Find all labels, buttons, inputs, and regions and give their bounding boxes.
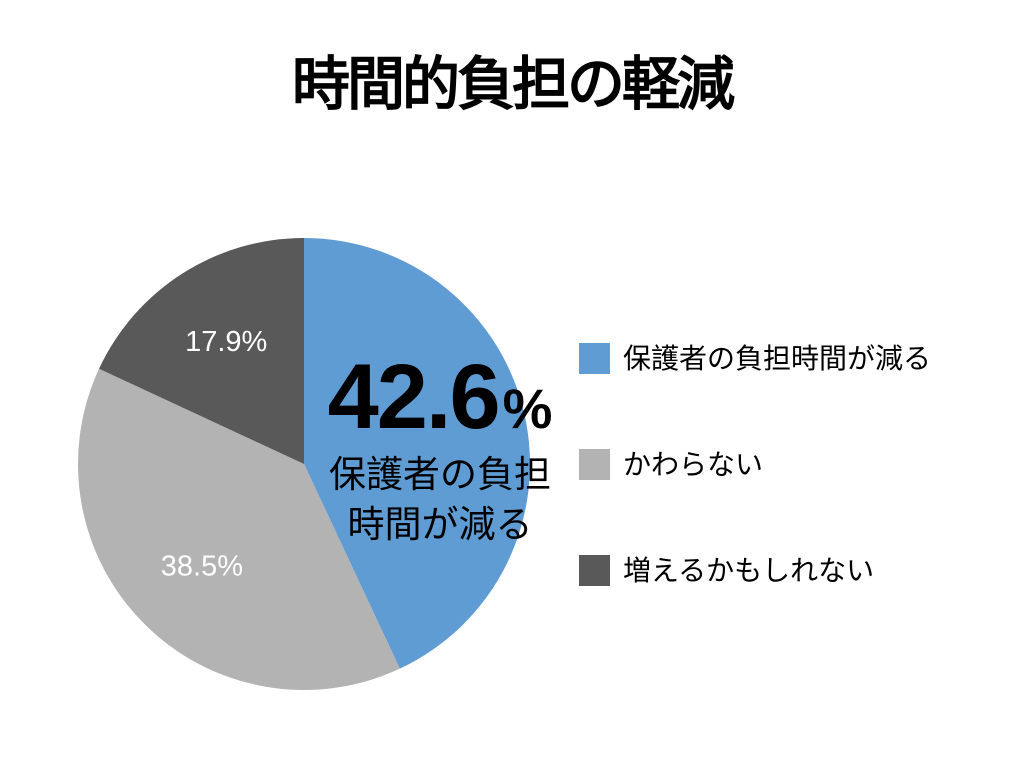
pie-chart: 38.5% 17.9% <box>78 238 530 690</box>
slice-percent-label: 38.5% <box>161 550 243 582</box>
legend-swatch <box>579 555 610 586</box>
callout-value: 42.6 <box>327 346 501 448</box>
callout-percent-sign: % <box>502 377 553 440</box>
legend-swatch <box>579 343 610 374</box>
pie-slice <box>99 238 304 464</box>
legend-swatch <box>579 449 610 480</box>
callout-label-line2: 時間が減る <box>347 504 533 545</box>
callout-label-line1: 保護者の負担 <box>328 454 551 495</box>
legend-label: 増えるかもしれない <box>623 554 875 586</box>
legend-item: 増えるかもしれない <box>579 555 931 586</box>
legend-item: かわらない <box>579 449 931 480</box>
blue-slice-callout: 42.6% 保護者の負担 時間が減る <box>328 351 553 550</box>
chart-title: 時間的負担の軽減 <box>291 52 735 117</box>
slice-percent-label: 17.9% <box>185 326 267 358</box>
pie-slice <box>304 238 530 669</box>
callout-label: 保護者の負担 時間が減る <box>328 450 553 550</box>
chart-legend: 保護者の負担時間が減る かわらない増えるかもしれない <box>579 343 931 661</box>
callout-number-row: 42.6% <box>328 351 553 443</box>
legend-label: 保護者の負担時間が減る <box>623 342 932 374</box>
pie-slice <box>78 368 400 690</box>
legend-item: 保護者の負担時間が減る <box>579 343 931 374</box>
legend-label: かわらない <box>623 448 764 480</box>
